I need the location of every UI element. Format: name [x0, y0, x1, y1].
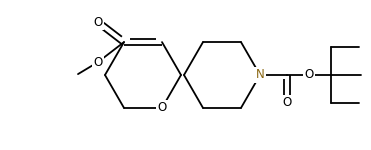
- Text: O: O: [157, 101, 167, 114]
- Text: O: O: [93, 16, 103, 29]
- Text: N: N: [256, 69, 265, 81]
- Text: O: O: [282, 96, 292, 110]
- Text: O: O: [93, 56, 103, 69]
- Text: O: O: [304, 69, 313, 81]
